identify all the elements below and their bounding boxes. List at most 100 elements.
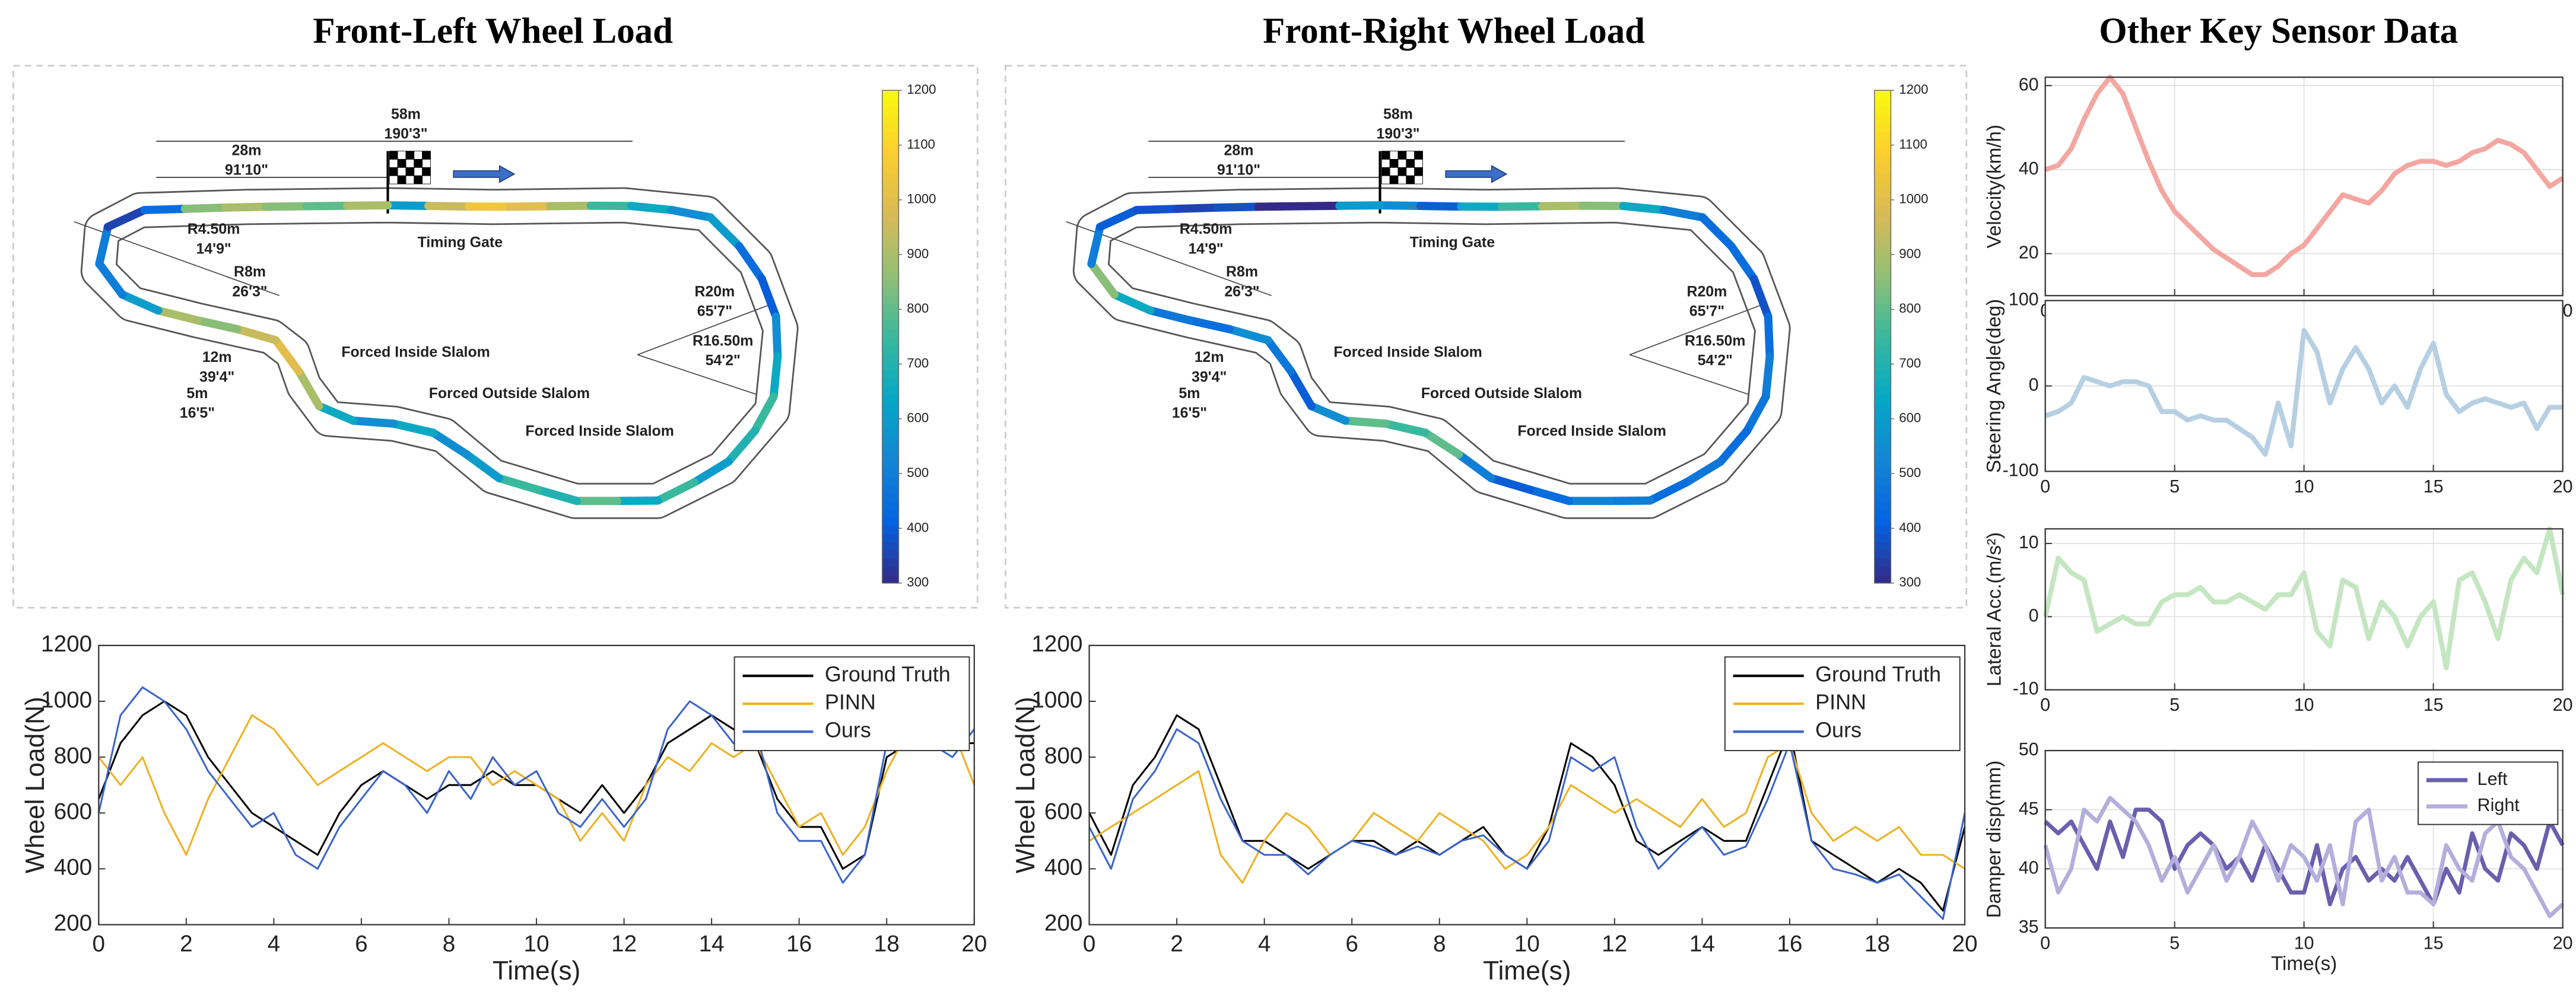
flag-cell: [1381, 151, 1390, 160]
colorbar-cell: [1874, 115, 1891, 124]
flag-cell: [1397, 159, 1407, 168]
colorbar-cell: [1874, 525, 1891, 535]
track-load-segment: [389, 419, 438, 437]
track-load-segment: [1335, 201, 1384, 210]
colorbar-cell: [882, 574, 899, 584]
track-load-segment: [1659, 206, 1707, 222]
track-load-segment: [462, 450, 503, 482]
colorbar-cell: [882, 460, 899, 469]
colorbar-cell: [882, 468, 899, 477]
colorbar-cell: [1874, 287, 1891, 297]
colorbar-cell: [882, 238, 899, 247]
y-tick-label: 400: [54, 855, 93, 880]
x-tick-label: 20: [961, 931, 987, 957]
flag-cell: [1397, 167, 1407, 176]
track-annotation: 54'2": [1698, 352, 1733, 369]
colorbar-cell: [882, 418, 899, 428]
colorbar-cell: [882, 542, 899, 551]
colorbar-tick-label: 600: [1899, 411, 1921, 425]
track-load-segment: [771, 312, 782, 361]
track-load-segment: [140, 205, 189, 215]
flag-cell: [1406, 159, 1415, 168]
colorbar-cell: [882, 492, 899, 502]
colorbar-cell: [882, 509, 899, 518]
track-load-segment: [1526, 485, 1574, 505]
flag-cell: [1414, 175, 1423, 185]
flag-cell: [405, 159, 415, 168]
x-tick-label: 8: [443, 931, 456, 957]
colorbar-cell: [1874, 246, 1891, 255]
colorbar-cell: [1874, 295, 1891, 304]
track-load-segment: [1764, 312, 1774, 361]
colorbar-cell: [1874, 311, 1891, 321]
track-annotation: R16.50m: [693, 332, 753, 349]
flag-cell: [1389, 151, 1399, 160]
y-tick-label: 40: [2019, 857, 2039, 877]
colorbar-cell: [1874, 484, 1891, 494]
colorbar-cell: [1874, 361, 1891, 370]
colorbar-cell: [1874, 558, 1891, 567]
colorbar-tick-label: 900: [1899, 246, 1921, 261]
track-load-segment: [533, 485, 582, 505]
track-load-segment: [193, 316, 242, 333]
y-tick-label: 0: [2029, 375, 2039, 395]
axes-frame: [2044, 749, 2564, 929]
track-load-segment: [315, 402, 358, 425]
x-tick-label: 18: [874, 931, 900, 957]
colorbar-cell: [882, 517, 899, 526]
y-tick-label: 1200: [1031, 631, 1082, 657]
colorbar-cell: [1874, 98, 1891, 107]
track-annotation: Forced Inside Slalom: [1333, 344, 1482, 361]
colorbar-cell: [1874, 304, 1891, 313]
legend-label: PINN: [1815, 690, 1866, 714]
axes-frame: [2044, 528, 2564, 691]
colorbar-cell: [1874, 255, 1891, 263]
track-load-segment: [349, 416, 398, 428]
colorbar-cell: [1874, 221, 1891, 231]
colorbar-cell: [1874, 205, 1891, 214]
track-load-segment: [724, 427, 759, 466]
colorbar-cell: [1874, 271, 1891, 280]
track-load-segment: [1487, 473, 1535, 494]
track-annotation: 58m: [391, 106, 421, 122]
x-tick-label: 6: [355, 931, 368, 957]
track-annotation: 5m: [186, 385, 208, 402]
track-load-segment: [95, 222, 112, 268]
colorbar-cell: [1874, 164, 1891, 173]
track-annotation: 12m: [202, 349, 232, 365]
flag-cell: [414, 159, 423, 168]
track-load-segment: [495, 473, 542, 494]
flag-cell: [1414, 151, 1423, 160]
colorbar-cell: [882, 123, 899, 132]
colorbar-cell: [882, 476, 899, 485]
radius-line: [637, 303, 773, 355]
data-line: [1088, 728, 1966, 920]
flag-cell: [414, 167, 423, 176]
colorbar-tick-label: 400: [907, 520, 929, 535]
track-load-segment: [1761, 352, 1774, 401]
colorbar-cell: [882, 567, 899, 576]
colorbar-cell: [882, 386, 899, 395]
legend-label: Ground Truth: [825, 662, 951, 686]
colorbar-cell: [1874, 345, 1891, 354]
track-annotation: R20m: [1686, 283, 1727, 300]
x-tick-label: 4: [268, 931, 281, 957]
axes-frame: [2044, 76, 2564, 297]
track-load-segment: [1095, 206, 1141, 231]
data-line: [98, 714, 976, 856]
flag-cell: [1389, 167, 1399, 176]
data-line: [2044, 807, 2565, 907]
flag-cell: [1389, 159, 1399, 168]
track-annotation: 16'5": [1172, 405, 1207, 421]
colorbar-cell: [882, 533, 899, 543]
x-tick-label: 0: [2040, 933, 2050, 953]
colorbar-cell: [882, 411, 899, 419]
direction-arrow: [453, 165, 516, 183]
track-load-segment: [757, 274, 780, 321]
track-annotation: Forced Outside Slalom: [429, 385, 590, 402]
data-line: [2043, 796, 2564, 918]
colorbar-tick-label: 1200: [1899, 82, 1928, 97]
colorbar-cell: [882, 443, 899, 453]
track-load-segment: [1421, 428, 1463, 459]
y-tick-label: 60: [2019, 74, 2039, 94]
